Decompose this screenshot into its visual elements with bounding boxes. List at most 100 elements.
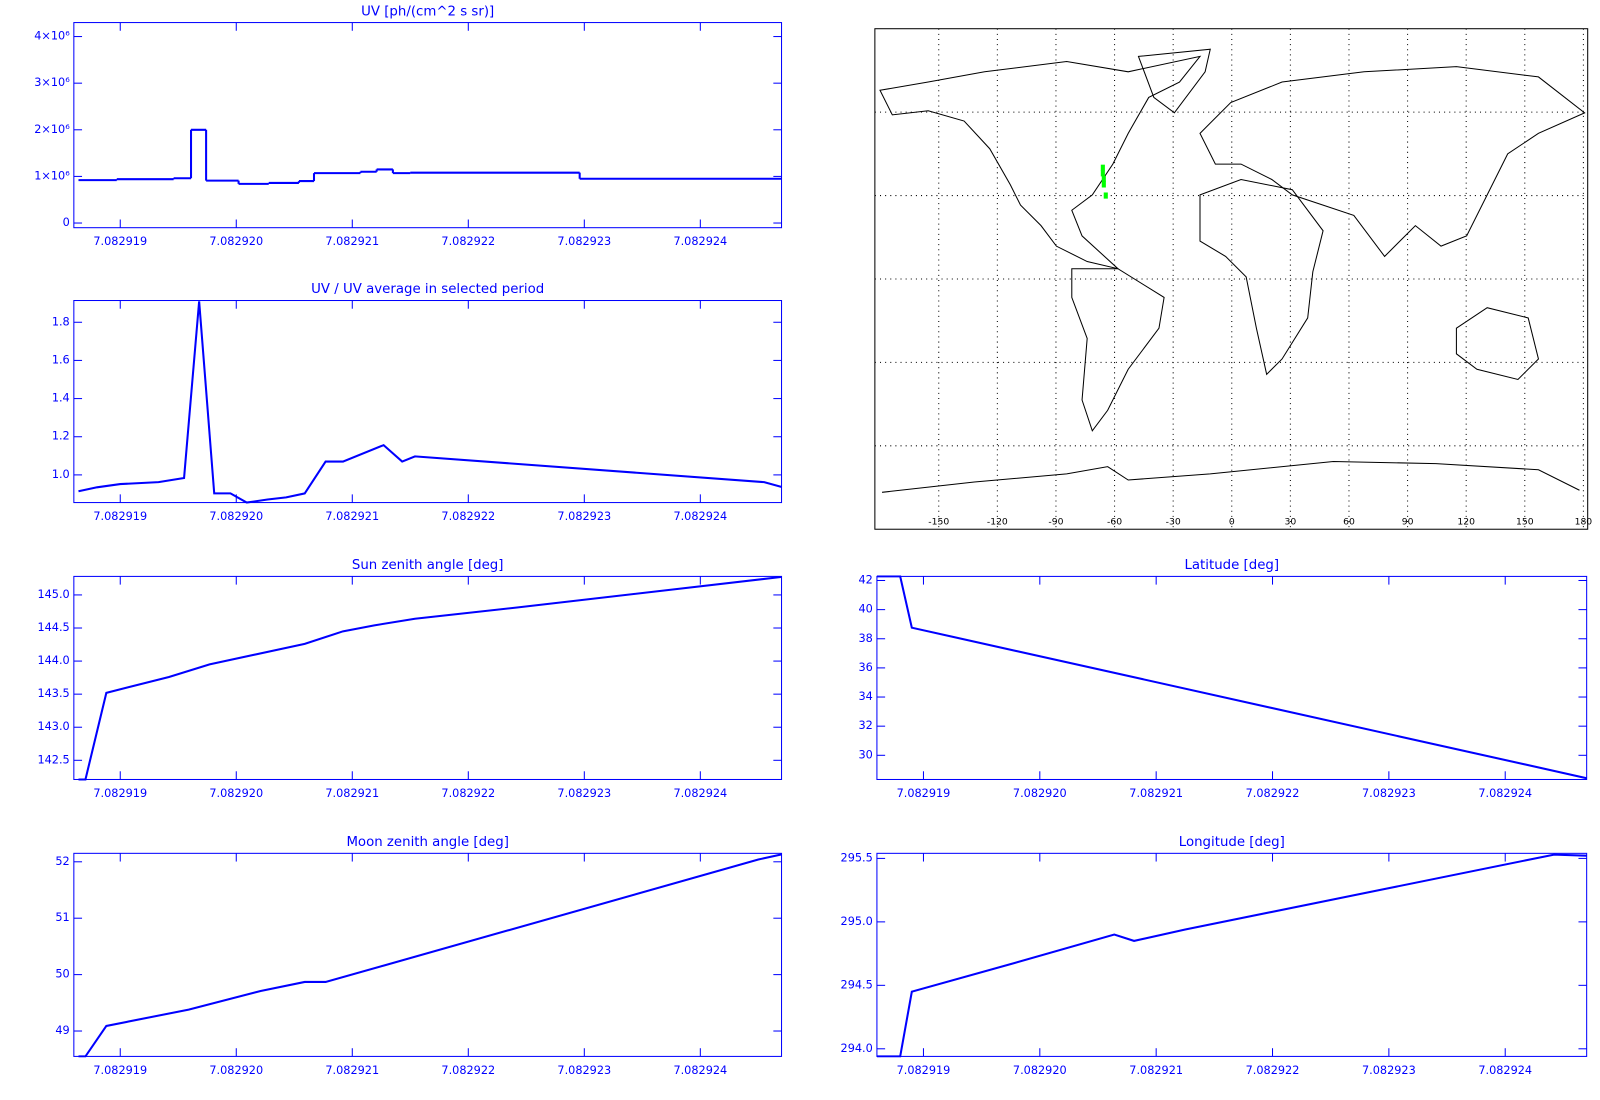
y-tick-label: 30	[858, 748, 872, 761]
plot-frame	[73, 575, 783, 780]
x-tick-label: 7.082921	[1129, 1064, 1183, 1077]
series	[78, 301, 782, 504]
y-tick-label: 36	[858, 661, 872, 674]
chart-title: Moon zenith angle [deg]	[346, 835, 508, 850]
x-tick-label: -150	[928, 517, 949, 528]
plot-frame	[73, 299, 783, 504]
map-frame	[874, 28, 1589, 530]
y-tick-label: 1.8	[52, 315, 70, 328]
y-tick-label: 295.0	[841, 915, 873, 928]
x-tick-label: 7.082920	[209, 510, 263, 523]
x-tick-label: 7.082923	[557, 787, 611, 800]
x-tick-label: -60	[1107, 517, 1122, 528]
x-tick-label: 7.082919	[897, 1064, 951, 1077]
x-tick-label: 7.082923	[1362, 787, 1416, 800]
x-tick-label: 180	[1575, 517, 1593, 528]
x-tick-label: 7.082924	[673, 1064, 727, 1077]
x-tick-label: 30	[1285, 517, 1297, 528]
x-tick-label: 7.082923	[1362, 1064, 1416, 1077]
line	[78, 575, 782, 781]
x-tick-label: 7.082924	[673, 787, 727, 800]
y-tick-label: 144.5	[37, 621, 69, 634]
x-tick-label: 120	[1457, 517, 1475, 528]
x-tick-label: 7.082920	[209, 787, 263, 800]
track-point	[1100, 170, 1105, 177]
chart-title: Latitude [deg]	[1184, 558, 1279, 573]
x-tick-label: 7.082919	[93, 235, 147, 248]
map-coastlines	[879, 48, 1586, 493]
y-tick-label: 4×10⁶	[34, 30, 70, 43]
x-tick-label: 7.082921	[325, 235, 379, 248]
x-tick-label: 7.082919	[93, 510, 147, 523]
y-tick-label: 50	[55, 968, 69, 981]
y-tick-label: 143.0	[37, 720, 69, 733]
chart-title: Longitude [deg]	[1179, 835, 1285, 850]
plot-frame	[73, 852, 783, 1057]
x-tick-label: 7.082920	[1013, 787, 1067, 800]
track-point	[1101, 181, 1106, 188]
line	[78, 853, 782, 1058]
x-tick-label: -30	[1166, 517, 1181, 528]
africa	[1199, 178, 1324, 376]
x-tick-label: 7.082924	[673, 235, 727, 248]
plot-frame	[73, 22, 783, 229]
south-america	[1071, 268, 1165, 432]
line	[78, 301, 782, 504]
x-tick-label: 7.082923	[557, 510, 611, 523]
x-tick-label: 0	[1229, 517, 1235, 528]
x-tick-label: 7.082924	[673, 510, 727, 523]
series	[78, 853, 782, 1058]
greenland	[1137, 48, 1211, 114]
y-tick-label: 0	[63, 216, 70, 229]
y-tick-label: 2×10⁶	[34, 123, 70, 136]
y-tick-label: 144.0	[37, 654, 69, 667]
x-tick-label: 7.082921	[325, 1064, 379, 1077]
y-tick-label: 142.5	[37, 753, 69, 766]
plot-frame	[876, 852, 1588, 1057]
chart-title: Sun zenith angle [deg]	[352, 558, 504, 573]
y-tick-label: 51	[55, 911, 69, 924]
x-tick-label: 7.082922	[441, 235, 495, 248]
track-point	[1103, 192, 1108, 199]
chart-title: UV [ph/(cm^2 s sr)]	[361, 4, 494, 19]
y-tick-label: 40	[858, 603, 872, 616]
series	[876, 853, 1587, 1058]
y-tick-label: 32	[858, 719, 872, 732]
y-tick-label: 38	[858, 632, 872, 645]
y-tick-label: 295.5	[841, 851, 873, 864]
x-tick-label: 7.082924	[1478, 787, 1532, 800]
y-tick-label: 294.0	[841, 1042, 873, 1055]
y-tick-label: 1.2	[52, 430, 70, 443]
track-point	[1101, 175, 1106, 182]
x-tick-label: 90	[1402, 517, 1414, 528]
x-tick-label: -120	[987, 517, 1008, 528]
x-tick-label: 7.082919	[897, 787, 951, 800]
australia	[1455, 307, 1540, 381]
y-tick-label: 42	[858, 573, 872, 586]
y-tick-label: 1.4	[52, 392, 70, 405]
x-tick-label: -90	[1048, 517, 1063, 528]
x-tick-label: 7.082921	[325, 787, 379, 800]
y-tick-label: 1×10⁶	[34, 169, 70, 182]
x-tick-label: 150	[1516, 517, 1534, 528]
x-tick-label: 7.082922	[441, 510, 495, 523]
y-tick-label: 145.0	[37, 588, 69, 601]
series	[78, 575, 782, 781]
chart-title: UV / UV average in selected period	[311, 282, 544, 297]
x-tick-label: 7.082919	[93, 1064, 147, 1077]
x-tick-label: 7.082922	[441, 787, 495, 800]
x-tick-label: 7.082922	[1246, 1064, 1300, 1077]
y-tick-label: 52	[55, 855, 69, 868]
x-tick-label: 7.082920	[1013, 1064, 1067, 1077]
line	[876, 575, 1587, 780]
y-tick-label: 143.5	[37, 687, 69, 700]
x-tick-label: 7.082923	[557, 1064, 611, 1077]
y-tick-label: 34	[858, 690, 872, 703]
x-tick-label: 7.082920	[209, 235, 263, 248]
x-tick-label: 7.082920	[209, 1064, 263, 1077]
eurasia	[1199, 66, 1586, 258]
line	[876, 853, 1587, 1058]
y-tick-label: 3×10⁶	[34, 76, 70, 89]
